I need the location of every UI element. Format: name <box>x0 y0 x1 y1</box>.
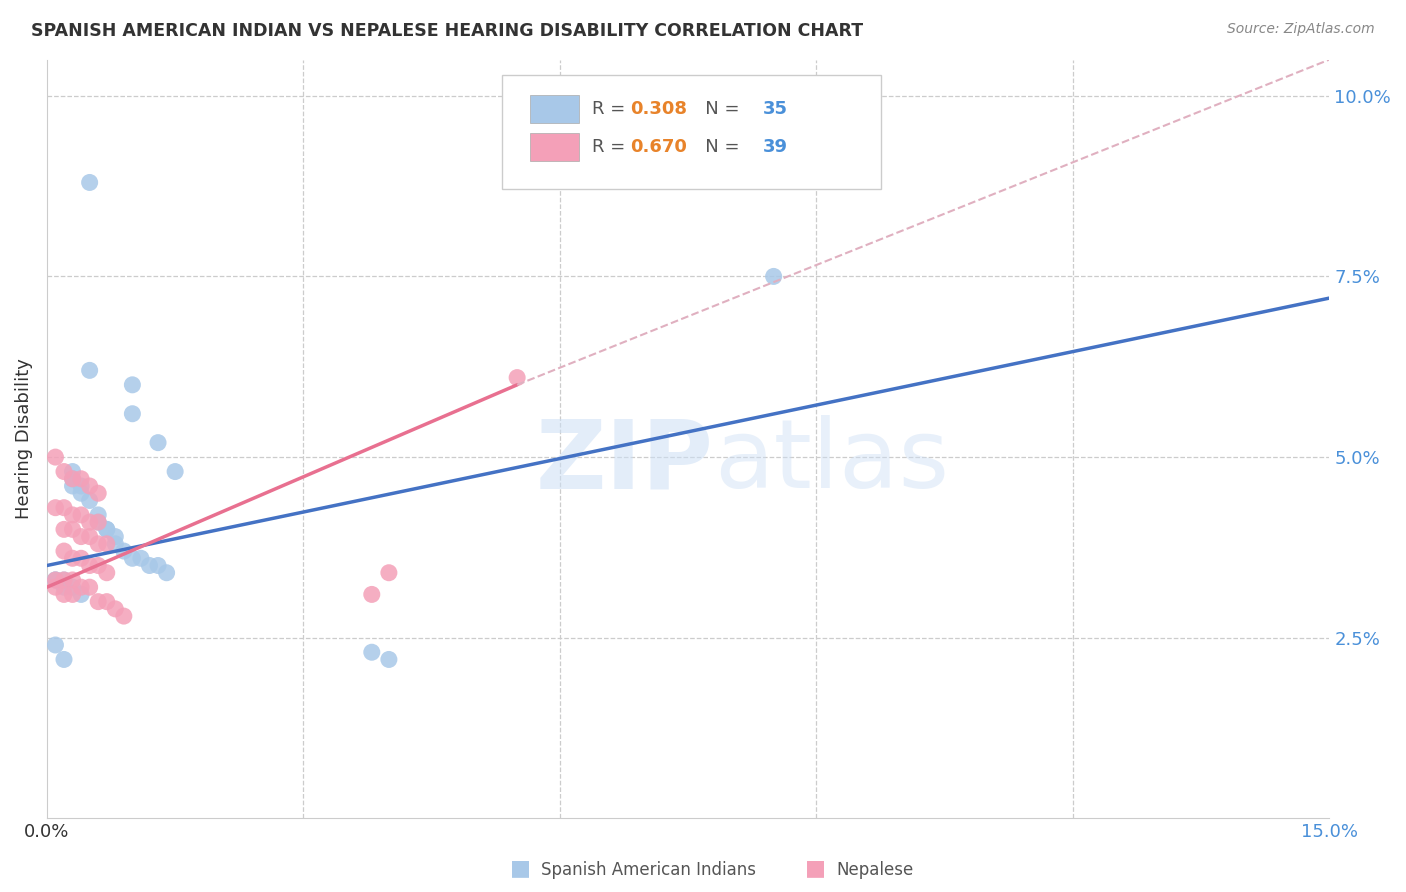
Point <box>70 587 93 601</box>
Point <box>96 522 118 536</box>
Point <box>70 472 93 486</box>
Point <box>87 486 110 500</box>
Point <box>146 558 169 573</box>
Point <box>112 609 135 624</box>
Point <box>762 269 785 284</box>
Point <box>79 479 101 493</box>
Text: 35: 35 <box>762 100 787 118</box>
Point <box>53 573 76 587</box>
Point <box>53 522 76 536</box>
Point <box>70 479 93 493</box>
Text: 0.670: 0.670 <box>630 138 688 156</box>
Point <box>165 465 187 479</box>
Point <box>44 580 66 594</box>
Point <box>121 407 143 421</box>
Text: R =: R = <box>592 100 631 118</box>
Text: ■: ■ <box>510 859 530 879</box>
Point <box>112 544 135 558</box>
Point <box>79 363 101 377</box>
Point <box>62 551 84 566</box>
Point <box>87 558 110 573</box>
FancyBboxPatch shape <box>530 133 579 161</box>
Point <box>87 537 110 551</box>
Point <box>155 566 177 580</box>
Text: Source: ZipAtlas.com: Source: ZipAtlas.com <box>1227 22 1375 37</box>
Point <box>44 638 66 652</box>
Point <box>62 508 84 522</box>
Point <box>70 551 93 566</box>
Point <box>62 522 84 536</box>
Point <box>506 370 529 384</box>
Point <box>79 493 101 508</box>
Point <box>79 558 101 573</box>
Point <box>79 580 101 594</box>
Point <box>53 580 76 594</box>
Y-axis label: Hearing Disability: Hearing Disability <box>15 359 32 519</box>
Text: SPANISH AMERICAN INDIAN VS NEPALESE HEARING DISABILITY CORRELATION CHART: SPANISH AMERICAN INDIAN VS NEPALESE HEAR… <box>31 22 863 40</box>
Point <box>53 652 76 666</box>
Text: ■: ■ <box>806 859 825 879</box>
Point <box>87 515 110 529</box>
Text: N =: N = <box>688 138 745 156</box>
Point <box>79 176 101 190</box>
Point <box>87 515 110 529</box>
Point <box>378 566 401 580</box>
Point <box>87 508 110 522</box>
Text: Nepalese: Nepalese <box>837 861 914 879</box>
Text: ZIP: ZIP <box>536 416 714 508</box>
Text: atlas: atlas <box>714 416 949 508</box>
Point <box>360 645 382 659</box>
Point <box>129 551 152 566</box>
Point <box>70 508 93 522</box>
Point <box>70 530 93 544</box>
Point <box>146 435 169 450</box>
Text: 39: 39 <box>762 138 787 156</box>
FancyBboxPatch shape <box>530 95 579 122</box>
Point <box>121 551 143 566</box>
Point <box>53 500 76 515</box>
Point <box>62 465 84 479</box>
Text: 0.308: 0.308 <box>630 100 688 118</box>
Point <box>96 537 118 551</box>
Point <box>53 587 76 601</box>
Point <box>121 377 143 392</box>
Point <box>96 522 118 536</box>
Point <box>62 580 84 594</box>
Point <box>138 558 160 573</box>
Point <box>79 515 101 529</box>
Point <box>44 500 66 515</box>
Text: R =: R = <box>592 138 631 156</box>
Point <box>87 594 110 608</box>
Point <box>62 573 84 587</box>
Point <box>44 573 66 587</box>
Point <box>79 530 101 544</box>
Point <box>62 587 84 601</box>
Text: N =: N = <box>688 100 745 118</box>
Point <box>44 573 66 587</box>
Point <box>70 580 93 594</box>
Text: Spanish American Indians: Spanish American Indians <box>541 861 756 879</box>
Point <box>53 573 76 587</box>
Point <box>104 530 127 544</box>
FancyBboxPatch shape <box>502 75 880 188</box>
Point <box>62 472 84 486</box>
Point <box>53 465 76 479</box>
Point <box>378 652 401 666</box>
Point <box>96 594 118 608</box>
Point <box>44 573 66 587</box>
Point <box>360 587 382 601</box>
Point <box>62 479 84 493</box>
Point <box>62 472 84 486</box>
Point <box>96 566 118 580</box>
Point <box>53 544 76 558</box>
Point <box>104 602 127 616</box>
Point <box>70 486 93 500</box>
Point <box>104 537 127 551</box>
Point <box>44 450 66 464</box>
